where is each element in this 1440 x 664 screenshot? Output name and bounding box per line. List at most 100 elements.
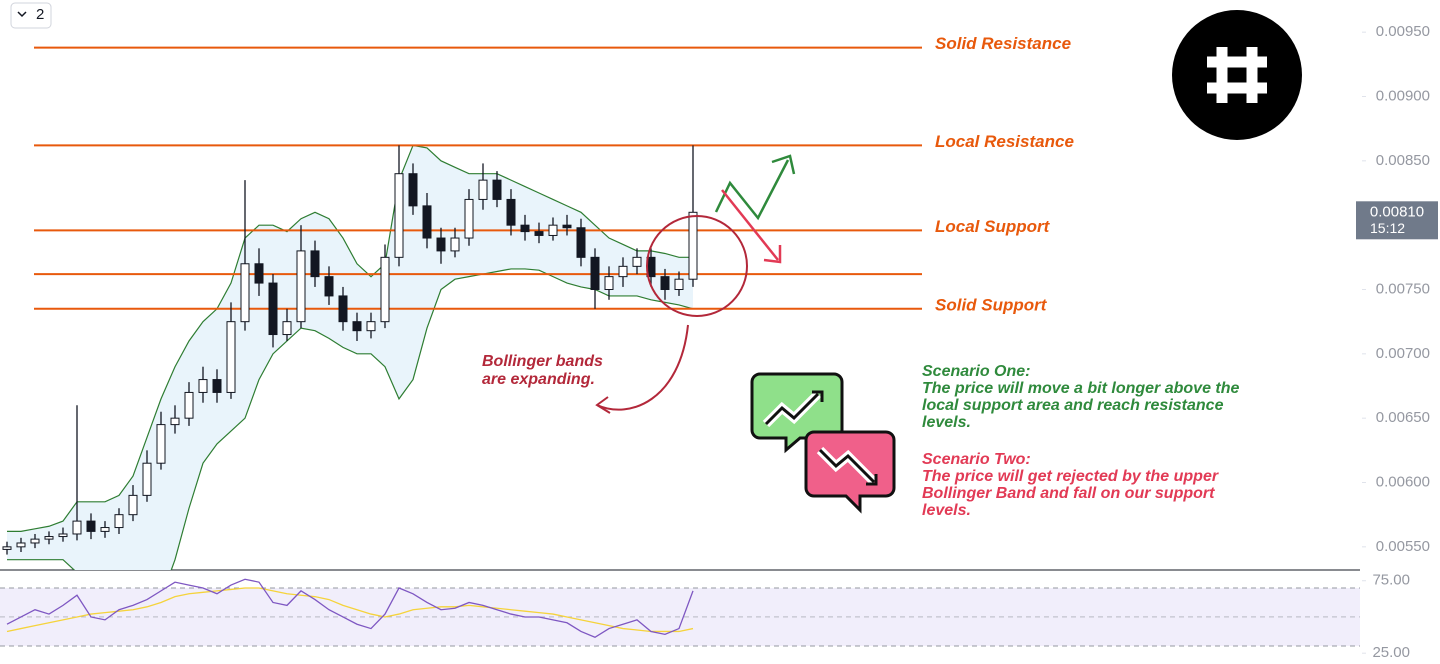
y-tick-label: 0.00900 [1376, 87, 1430, 104]
candle-body [520, 224, 530, 233]
highlight-circle [646, 215, 748, 317]
candle-body [366, 321, 376, 332]
candle-body [254, 263, 264, 284]
candle-body [324, 276, 334, 297]
background-layer: 0.00950 0.00900 0.00850 0.00750 0.00700 0.006… [0, 23, 1430, 571]
candle-body [674, 278, 684, 291]
candle-body [226, 321, 236, 393]
y-tick-label: 0.00600 [1376, 473, 1430, 490]
rsi-ma-line [6, 587, 694, 633]
curved-arrow [596, 324, 689, 411]
candle-body [352, 321, 362, 332]
candle-body [268, 282, 278, 336]
y-tick-label: 0.00550 [1376, 538, 1430, 555]
candle-body [296, 250, 306, 323]
toolbar-button[interactable] [10, 2, 52, 29]
logo-hash [1207, 47, 1267, 103]
y-tick-label: 0.00650 [1376, 409, 1430, 426]
price-pane [2, 46, 922, 570]
candle-body [198, 379, 208, 393]
candle-body [492, 179, 502, 200]
overlay-layer: 2 Solid Resistance Local Resistance Local … [10, 2, 1438, 519]
candle-body [408, 173, 418, 207]
candle-body [30, 538, 40, 544]
candle-body [100, 527, 110, 532]
level-label: Solid Resistance [935, 34, 1071, 53]
scenario-text: levels. [922, 414, 971, 431]
price-label: 0.00810 [1370, 203, 1424, 220]
y-tick-label: 0.00700 [1376, 345, 1430, 362]
candle-body [604, 276, 614, 291]
logo [1172, 10, 1302, 140]
candle-body [16, 542, 26, 548]
candle-body [72, 520, 82, 535]
candle-body [212, 379, 222, 393]
candle-body [86, 520, 96, 532]
rsi-tick-label: 25.00 [1372, 644, 1410, 659]
scenario-text: levels. [922, 502, 971, 519]
candle-body [548, 224, 558, 236]
bull-arrowhead [771, 154, 796, 175]
rsi-tick-label: 75.00 [1372, 572, 1410, 589]
bear-arrowhead [763, 245, 782, 264]
y-tick-label: 0.00750 [1376, 280, 1430, 297]
candle-body [576, 227, 586, 258]
candle-body [478, 179, 488, 200]
candle-body [450, 237, 460, 252]
candle-body [380, 256, 390, 323]
scenario-title: Scenario Two: [922, 451, 1031, 468]
candle-body [156, 424, 166, 464]
bear-chat-icon [804, 430, 896, 514]
band-fill [7, 145, 693, 570]
candle-body [562, 224, 572, 229]
scenario-text: The price will move a bit longer above t… [922, 380, 1240, 397]
rsi-line [6, 578, 694, 638]
candle-body [632, 256, 642, 267]
level-label: Local Resistance [935, 132, 1074, 151]
price-label-bg [1356, 201, 1438, 240]
candle-body [128, 494, 138, 516]
candle-body [184, 391, 194, 419]
countdown: 15:12 [1370, 220, 1405, 236]
candle-body [310, 250, 320, 278]
bear-arrow [721, 189, 779, 261]
curved-arrowhead [595, 396, 611, 414]
candle-body [506, 198, 516, 226]
y-tick-label: 0.00950 [1376, 23, 1430, 40]
toolbar-count: 2 [36, 6, 44, 23]
candle-body [338, 295, 348, 323]
chevron-icon [17, 11, 27, 18]
candle-body [44, 536, 54, 540]
bull-arrow [714, 159, 790, 221]
scenario-text: local support area and reach resistance [922, 397, 1224, 414]
candle-body [114, 514, 124, 529]
candle-body [170, 417, 180, 426]
candle-body [394, 173, 404, 258]
candle-body [2, 546, 12, 550]
scenario-text: Bollinger Band and fall on our support [922, 485, 1215, 502]
candle-body [282, 321, 292, 336]
candle-body [590, 256, 600, 291]
candle-body [464, 198, 474, 239]
candle-body [688, 211, 698, 280]
level-label: Solid Support [935, 295, 1048, 314]
candle-body [436, 237, 446, 252]
candle-body [240, 263, 250, 323]
candle-body [142, 462, 152, 496]
candle-body [534, 231, 544, 236]
candle-body [422, 205, 432, 239]
level-label: Local Support [935, 217, 1051, 236]
annotation: Bollinger bands [482, 353, 603, 370]
rsi-pane: 75.00 25.00 [0, 572, 1410, 661]
y-tick-label: 0.00850 [1376, 152, 1430, 169]
scenario-title: Scenario One: [922, 363, 1030, 380]
band-upper [7, 144, 693, 532]
candle-body [618, 265, 628, 278]
annotation: are expanding. [482, 371, 595, 388]
candle-body [660, 276, 670, 291]
candle-body [58, 533, 68, 538]
band-lower [7, 268, 694, 570]
scenario-text: The price will get rejected by the upper [922, 468, 1219, 485]
